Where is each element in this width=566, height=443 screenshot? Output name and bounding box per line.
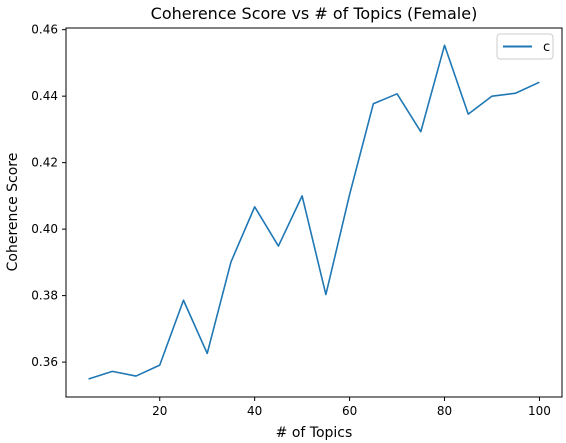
series-line-c [88,44,540,380]
x-axis-label: # of Topics [276,425,353,441]
x-tick-label: 80 [437,404,452,418]
legend: c [496,33,554,60]
y-tick-label: 0.40 [31,222,58,236]
y-axis: 0.36 0.38 0.40 0.42 0.44 0.46 [31,23,66,369]
y-axis-label: Coherence Score [5,153,21,272]
chart-title: Coherence Score vs # of Topics (Female) [151,4,478,23]
series-layer [88,44,540,380]
x-tick-label: 40 [247,404,262,418]
plot-frame [65,27,563,398]
legend-label-c: c [543,40,550,55]
y-tick-label: 0.46 [31,23,58,37]
x-axis: 20 40 60 80 100 [152,397,551,418]
y-tick-label: 0.44 [31,89,58,103]
y-tick-label: 0.38 [31,289,58,303]
x-tick-label: 100 [528,404,551,418]
y-tick-label: 0.42 [31,156,58,170]
plot-area [65,27,563,398]
x-tick-label: 60 [342,404,357,418]
y-tick-label: 0.36 [31,355,58,369]
x-tick-label: 20 [152,404,167,418]
